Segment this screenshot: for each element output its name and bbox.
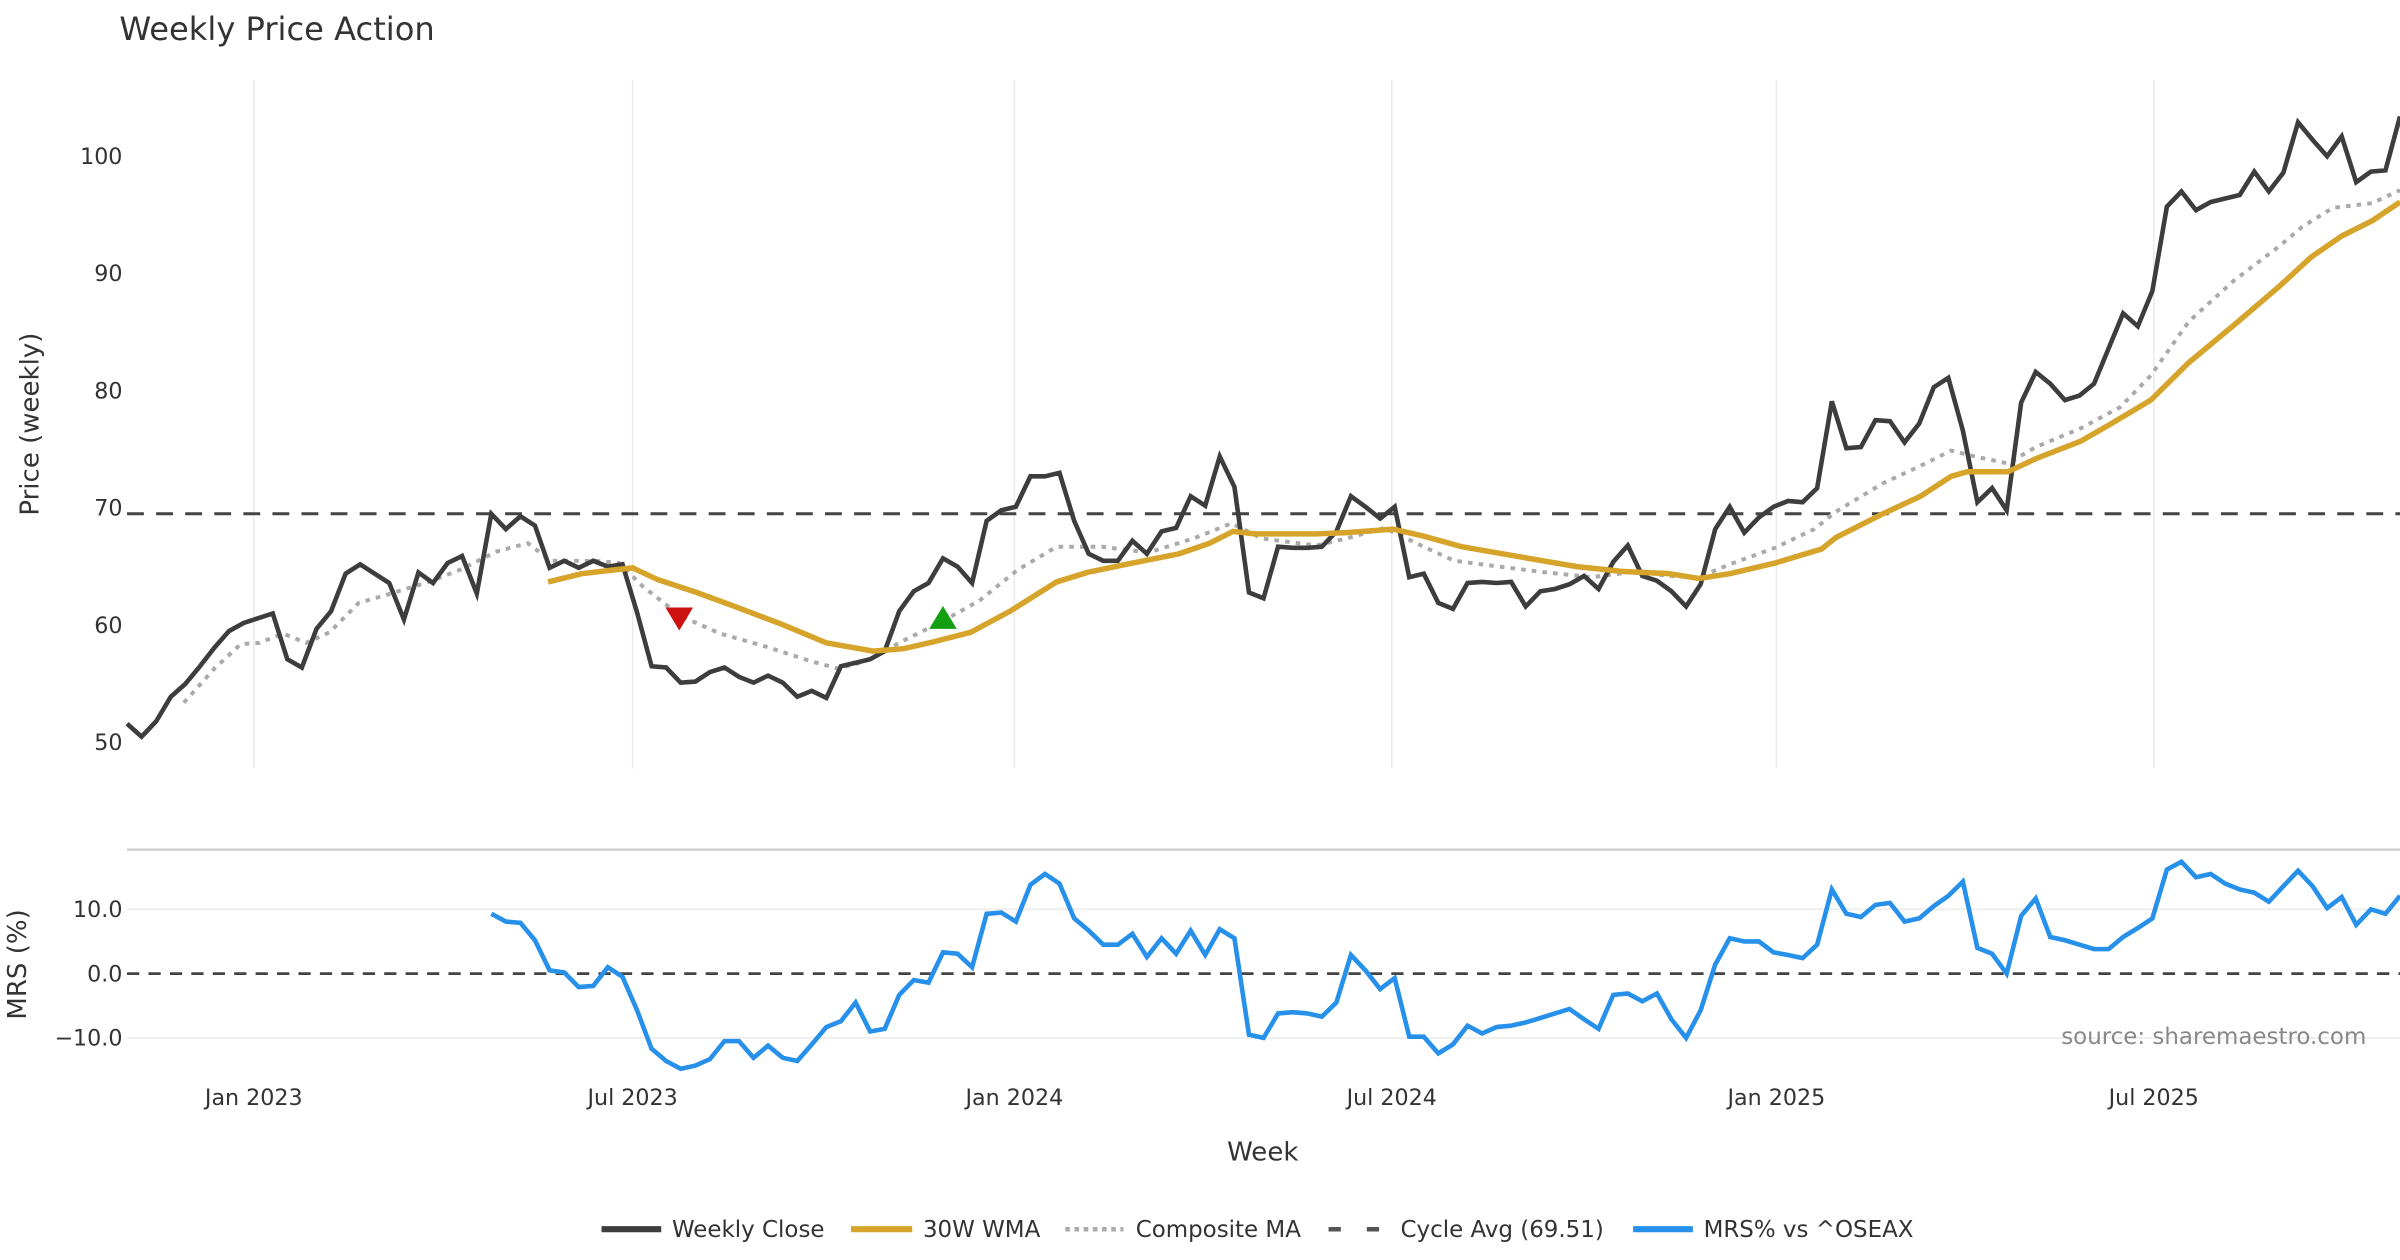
x-tick-label: Jan 2023 [203,1085,303,1111]
price-y-ticks: 50 60 70 80 90 100 [80,144,122,756]
chart-title: Weekly Price Action [119,10,434,48]
legend-item-30w-wma[interactable]: 30W WMA [851,1217,1041,1243]
x-tick-label: Jul 2024 [1345,1085,1437,1111]
x-ticks: Jan 2023 Jul 2023 Jan 2024 Jul 2024 Jan 2025… [203,1085,2199,1111]
price-y-tick-label: 80 [94,378,122,404]
legend-item-weekly-close[interactable]: Weekly Close [601,1217,825,1243]
buy-signal-marker [929,605,957,629]
mrs-y-tick-label: 0.0 [87,961,122,987]
legend-label: Weekly Close [672,1217,825,1243]
mrs-grid [127,908,2400,1039]
mrs-series [490,858,2400,1072]
price-y-tick-label: 60 [94,613,122,639]
mrs-line [490,858,2400,1072]
price-y-axis-title: Price (weekly) [15,333,45,516]
legend-label: 30W WMA [923,1217,1041,1243]
legend-item-composite-ma[interactable]: Composite MA [1065,1217,1301,1243]
x-tick-label: Jan 2025 [1726,1085,1826,1111]
source-annotation: source: sharemaestro.com [2061,1024,2366,1050]
legend-item-mrs[interactable]: MRS% vs ^OSEAX [1633,1217,1913,1243]
price-y-tick-label: 50 [94,730,122,756]
x-tick-label: Jan 2024 [964,1085,1064,1111]
legend-item-cycle-avg[interactable]: Cycle Avg (69.51) [1328,1217,1604,1243]
mrs-y-axis-title: MRS (%) [3,909,33,1019]
price-y-tick-label: 100 [80,144,122,170]
x-axis-title: Week [1227,1137,1298,1167]
price-grid [253,79,2155,769]
mrs-y-ticks: 10.0 0.0 −10.0 [54,897,122,1052]
price-y-tick-label: 70 [94,496,122,522]
signal-markers [665,605,957,631]
sell-signal-marker [665,607,694,631]
weekly-close-line [125,115,2400,740]
x-tick-label: Jul 2025 [2107,1085,2199,1111]
legend: Weekly Close 30W WMA Composite MA Cycle … [601,1217,1913,1243]
mrs-y-tick-label: 10.0 [73,897,122,923]
legend-label: MRS% vs ^OSEAX [1704,1217,1914,1243]
legend-label: Cycle Avg (69.51) [1401,1217,1604,1243]
price-y-tick-label: 90 [94,261,122,287]
x-tick-label: Jul 2023 [585,1085,677,1111]
price-series [125,115,2400,740]
mrs-y-tick-label: −10.0 [54,1026,122,1052]
wma-30w-line [547,199,2400,654]
legend-label: Composite MA [1136,1217,1301,1243]
